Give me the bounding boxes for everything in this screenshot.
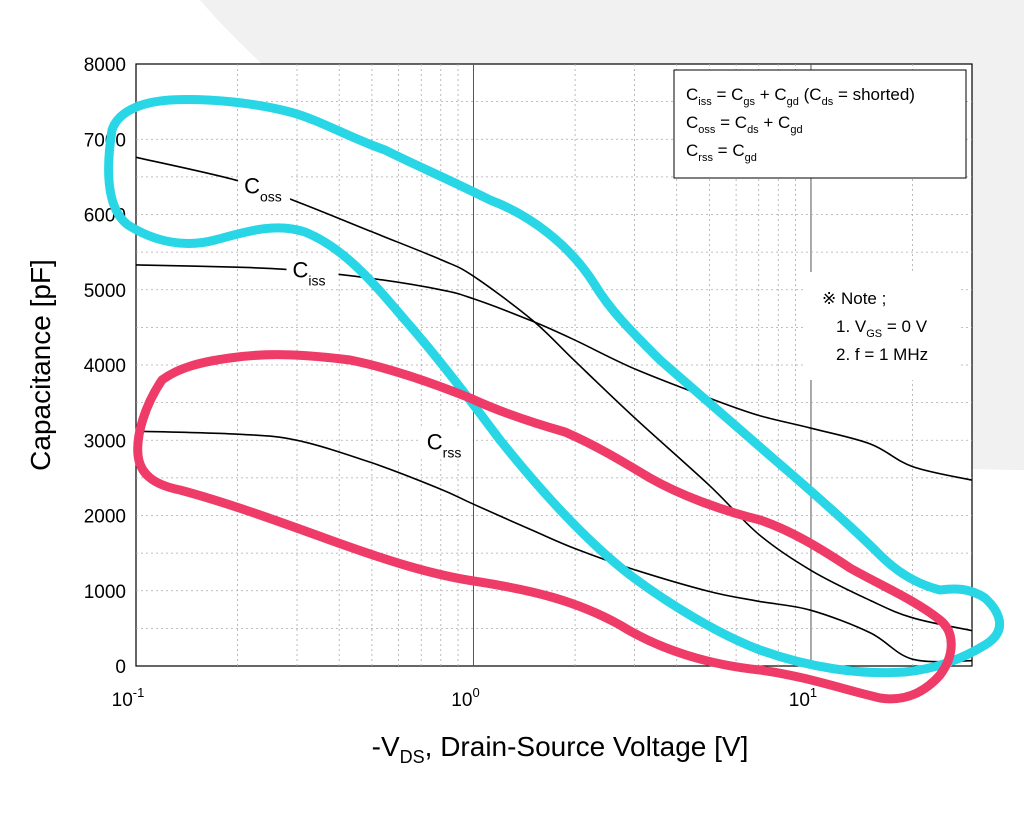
y-tick-label: 1000 xyxy=(84,582,126,603)
box-line: Crss = Cgd xyxy=(686,141,757,164)
y-tick-label: 7000 xyxy=(84,130,126,151)
curve-label-ciss: Ciss xyxy=(292,258,325,289)
curve-labels: Ciss Coss Crss xyxy=(238,171,473,460)
series-line-crss xyxy=(135,430,973,663)
formula-box: Ciss = Cgs + Cgd (Cds = shorted) Coss = C… xyxy=(673,69,967,179)
y-tick-label: 8000 xyxy=(84,55,126,76)
box-line: Ciss = Cgs + Cgd (Cds = shorted) xyxy=(686,85,915,108)
note-box: ※ Note ; 1. VGS = 0 V 2. f = 1 MHz xyxy=(806,272,960,380)
curve-label-crss: Crss xyxy=(427,429,462,460)
cyan-loop xyxy=(104,95,1005,678)
x-tick-label: 101 xyxy=(789,685,817,711)
curve-label-coss: Coss xyxy=(244,173,282,204)
box-line: 1. VGS = 0 V xyxy=(836,317,928,340)
box-line: ※ Note ; xyxy=(822,289,886,308)
y-tick-label: 5000 xyxy=(84,281,126,302)
y-tick-label: 4000 xyxy=(84,356,126,377)
y-axis-label: Capacitance [pF] xyxy=(25,259,56,471)
y-tick-label: 2000 xyxy=(84,507,126,528)
x-axis-label: -VDS, Drain-Source Voltage [V] xyxy=(372,731,749,767)
note-box-frame xyxy=(806,272,960,380)
curve-label-bg xyxy=(238,171,291,204)
y-tick-label: 0 xyxy=(115,657,126,678)
hand-drawn-annotations xyxy=(104,95,1005,704)
curve-label-bg xyxy=(420,427,473,460)
box-line: Coss = Cds + Cgd xyxy=(686,113,803,136)
x-tick-label: 10-1 xyxy=(112,685,145,711)
pink-loop xyxy=(133,350,956,704)
series-line-coss xyxy=(135,156,973,632)
x-ticks: 10-1 100 101 xyxy=(112,685,818,711)
x-tick-label: 100 xyxy=(451,685,479,711)
formula-box-frame xyxy=(673,69,967,179)
curve-label-bg xyxy=(286,255,339,288)
y-tick-label: 3000 xyxy=(84,431,126,452)
box-line: 2. f = 1 MHz xyxy=(836,345,928,364)
